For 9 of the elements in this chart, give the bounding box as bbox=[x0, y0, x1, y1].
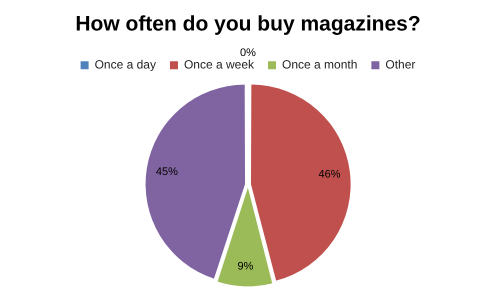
legend-label: Once a month bbox=[282, 58, 358, 72]
data-label: 9% bbox=[237, 260, 254, 273]
legend-label: Other bbox=[385, 58, 416, 72]
data-label: 45% bbox=[156, 166, 178, 178]
legend-label: Once a week bbox=[184, 58, 256, 72]
legend-label: Once a day bbox=[94, 58, 156, 72]
chart-title: How often do you buy magazines? bbox=[75, 12, 421, 36]
text: 0% bbox=[240, 47, 256, 60]
data-label: 46% bbox=[318, 168, 341, 180]
